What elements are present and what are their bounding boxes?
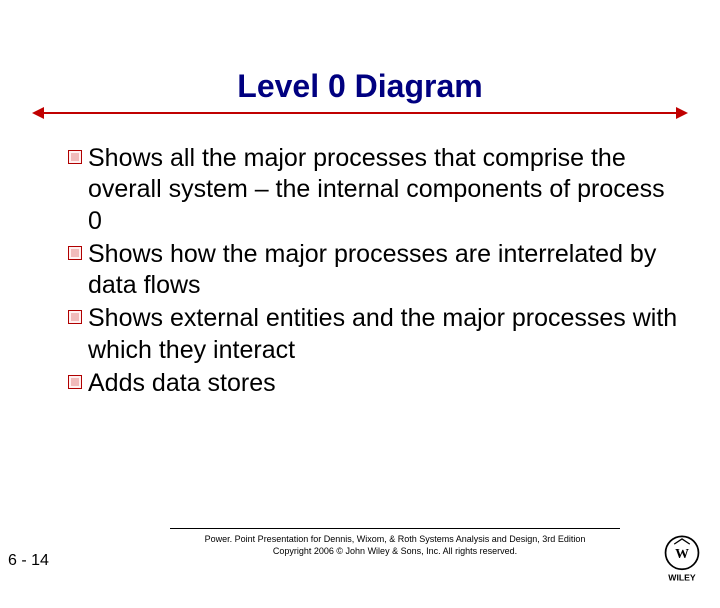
footer-line2: Copyright 2006 © John Wiley & Sons, Inc.… <box>273 546 517 556</box>
divider-line <box>40 112 680 114</box>
bullet-item: Shows external entities and the major pr… <box>68 303 680 366</box>
bullet-icon <box>68 310 82 324</box>
bullet-item: Adds data stores <box>68 368 680 399</box>
arrow-right-icon <box>676 107 688 119</box>
bullet-text: Shows how the major processes are interr… <box>88 239 680 302</box>
footer-divider <box>170 528 620 529</box>
bullet-icon <box>68 150 82 164</box>
title-divider <box>40 111 680 115</box>
bullet-icon <box>68 246 82 260</box>
page-number: 6 - 14 <box>8 552 49 570</box>
bullet-text: Shows all the major processes that compr… <box>88 143 680 237</box>
bullet-icon <box>68 375 82 389</box>
bullet-text: Adds data stores <box>88 368 276 399</box>
svg-text:W: W <box>675 546 689 561</box>
bullet-list: Shows all the major processes that compr… <box>68 143 680 399</box>
bullet-item: Shows how the major processes are interr… <box>68 239 680 302</box>
logo-label: WILEY <box>668 573 696 583</box>
bullet-text: Shows external entities and the major pr… <box>88 303 680 366</box>
footer: 6 - 14 Power. Point Presentation for Den… <box>0 528 720 588</box>
footer-line1: Power. Point Presentation for Dennis, Wi… <box>205 534 586 544</box>
footer-text: Power. Point Presentation for Dennis, Wi… <box>170 534 620 557</box>
slide-title: Level 0 Diagram <box>0 68 720 105</box>
slide: Level 0 Diagram Shows all the major proc… <box>0 68 720 608</box>
bullet-item: Shows all the major processes that compr… <box>68 143 680 237</box>
